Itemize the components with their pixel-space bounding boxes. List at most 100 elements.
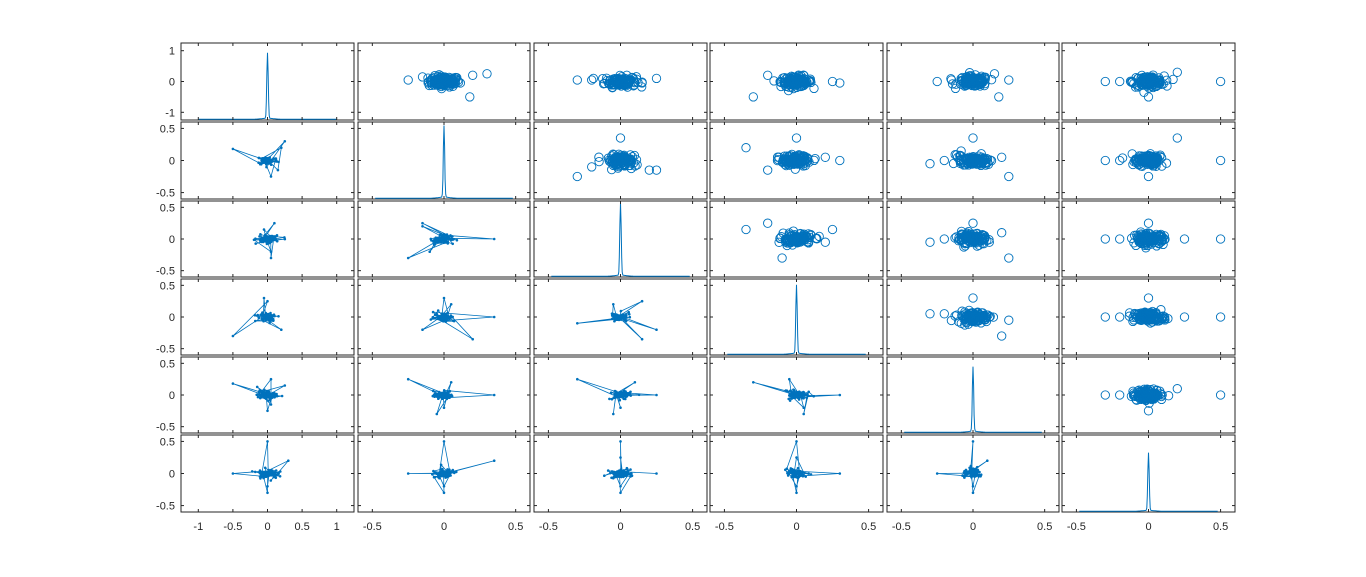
data-point xyxy=(626,470,630,473)
data-point xyxy=(838,472,842,475)
x-tick-label: 1 xyxy=(334,521,340,533)
data-point xyxy=(968,466,971,470)
data-point xyxy=(269,377,273,381)
data-point xyxy=(806,394,810,398)
data-point xyxy=(253,314,257,317)
panel-content xyxy=(1079,452,1218,512)
x-tick-label: 0.5 xyxy=(1213,521,1228,533)
x-tick-label: -0.5 xyxy=(1067,521,1086,533)
data-point xyxy=(439,241,443,244)
data-point xyxy=(655,393,658,397)
panel-r6-c1 xyxy=(180,434,355,513)
x-tick-label: -1 xyxy=(193,521,203,533)
data-point xyxy=(434,75,445,86)
panel-content xyxy=(727,284,866,355)
outlier-point xyxy=(939,155,949,166)
data-point xyxy=(492,237,496,241)
data-point xyxy=(259,163,263,166)
x-tick-label: -0.5 xyxy=(223,521,242,533)
data-point xyxy=(447,470,451,473)
y-tick-label: 0.5 xyxy=(160,123,175,135)
data-point xyxy=(433,395,436,399)
outlier-point xyxy=(1100,312,1110,322)
data-point xyxy=(796,469,799,473)
y-tick-label: 0 xyxy=(169,156,175,168)
data-point xyxy=(576,322,579,325)
data-point xyxy=(277,315,280,318)
panel-r2-c2 xyxy=(357,121,531,200)
data-point xyxy=(1153,238,1164,248)
data-point xyxy=(266,485,269,488)
data-point xyxy=(259,396,262,400)
data-point xyxy=(794,154,804,165)
data-point xyxy=(787,471,790,475)
outlier-point xyxy=(1172,133,1182,143)
data-point xyxy=(444,236,448,240)
data-point xyxy=(258,156,261,160)
data-point xyxy=(609,154,619,165)
data-point xyxy=(268,469,272,473)
data-point xyxy=(445,318,449,322)
outlier-point xyxy=(925,159,935,169)
panel-r4-c4 xyxy=(709,278,884,356)
data-point xyxy=(266,314,270,318)
panel-r2-c1 xyxy=(180,121,355,200)
outlier-point xyxy=(1115,76,1125,87)
data-point xyxy=(266,392,270,395)
outlier-point xyxy=(997,331,1007,341)
data-point xyxy=(406,256,410,260)
data-point xyxy=(772,155,783,166)
outlier-point xyxy=(417,72,428,82)
outlier-point xyxy=(997,228,1007,238)
data-point xyxy=(971,440,975,443)
data-point xyxy=(255,385,259,389)
data-point xyxy=(974,76,984,87)
outlier-point xyxy=(827,76,838,87)
data-point xyxy=(436,315,440,318)
data-point xyxy=(437,317,440,320)
data-point xyxy=(640,337,644,341)
data-point xyxy=(256,313,260,317)
data-point xyxy=(442,491,446,495)
data-point xyxy=(792,393,795,397)
y-tick-label: 0.5 xyxy=(160,358,175,370)
outlier-point xyxy=(1143,171,1154,182)
data-point xyxy=(619,390,623,394)
data-point xyxy=(261,239,264,243)
data-point xyxy=(1161,158,1172,168)
data-point xyxy=(254,242,257,245)
data-point xyxy=(437,394,441,397)
data-point xyxy=(444,77,454,87)
data-point xyxy=(963,476,966,479)
panel-content xyxy=(231,296,283,338)
data-point xyxy=(619,491,622,495)
outlier-point xyxy=(1100,76,1110,87)
panel-content xyxy=(925,218,1014,263)
data-point xyxy=(427,80,437,90)
diagonal-density-line xyxy=(904,366,1042,433)
data-point xyxy=(269,256,273,260)
outlier-point xyxy=(403,75,413,85)
data-point xyxy=(263,396,267,400)
scatter-matrix-panels xyxy=(180,42,1236,513)
data-point xyxy=(967,80,977,91)
outlier-point xyxy=(925,237,935,247)
panel-content xyxy=(1100,67,1226,102)
panel-content xyxy=(748,70,845,102)
data-point xyxy=(960,317,971,327)
data-point xyxy=(807,390,810,394)
data-point xyxy=(961,230,971,240)
data-point xyxy=(775,77,785,87)
data-point xyxy=(752,381,755,384)
panel-content xyxy=(904,366,1042,433)
data-point xyxy=(262,228,266,231)
data-point xyxy=(262,476,265,480)
data-point xyxy=(428,250,432,253)
data-point xyxy=(608,77,618,88)
data-point xyxy=(273,157,277,160)
data-point xyxy=(794,475,798,479)
data-point xyxy=(1138,231,1148,241)
data-point xyxy=(772,152,783,162)
panel-r5-c4 xyxy=(709,356,884,434)
outlier-point xyxy=(763,70,773,80)
